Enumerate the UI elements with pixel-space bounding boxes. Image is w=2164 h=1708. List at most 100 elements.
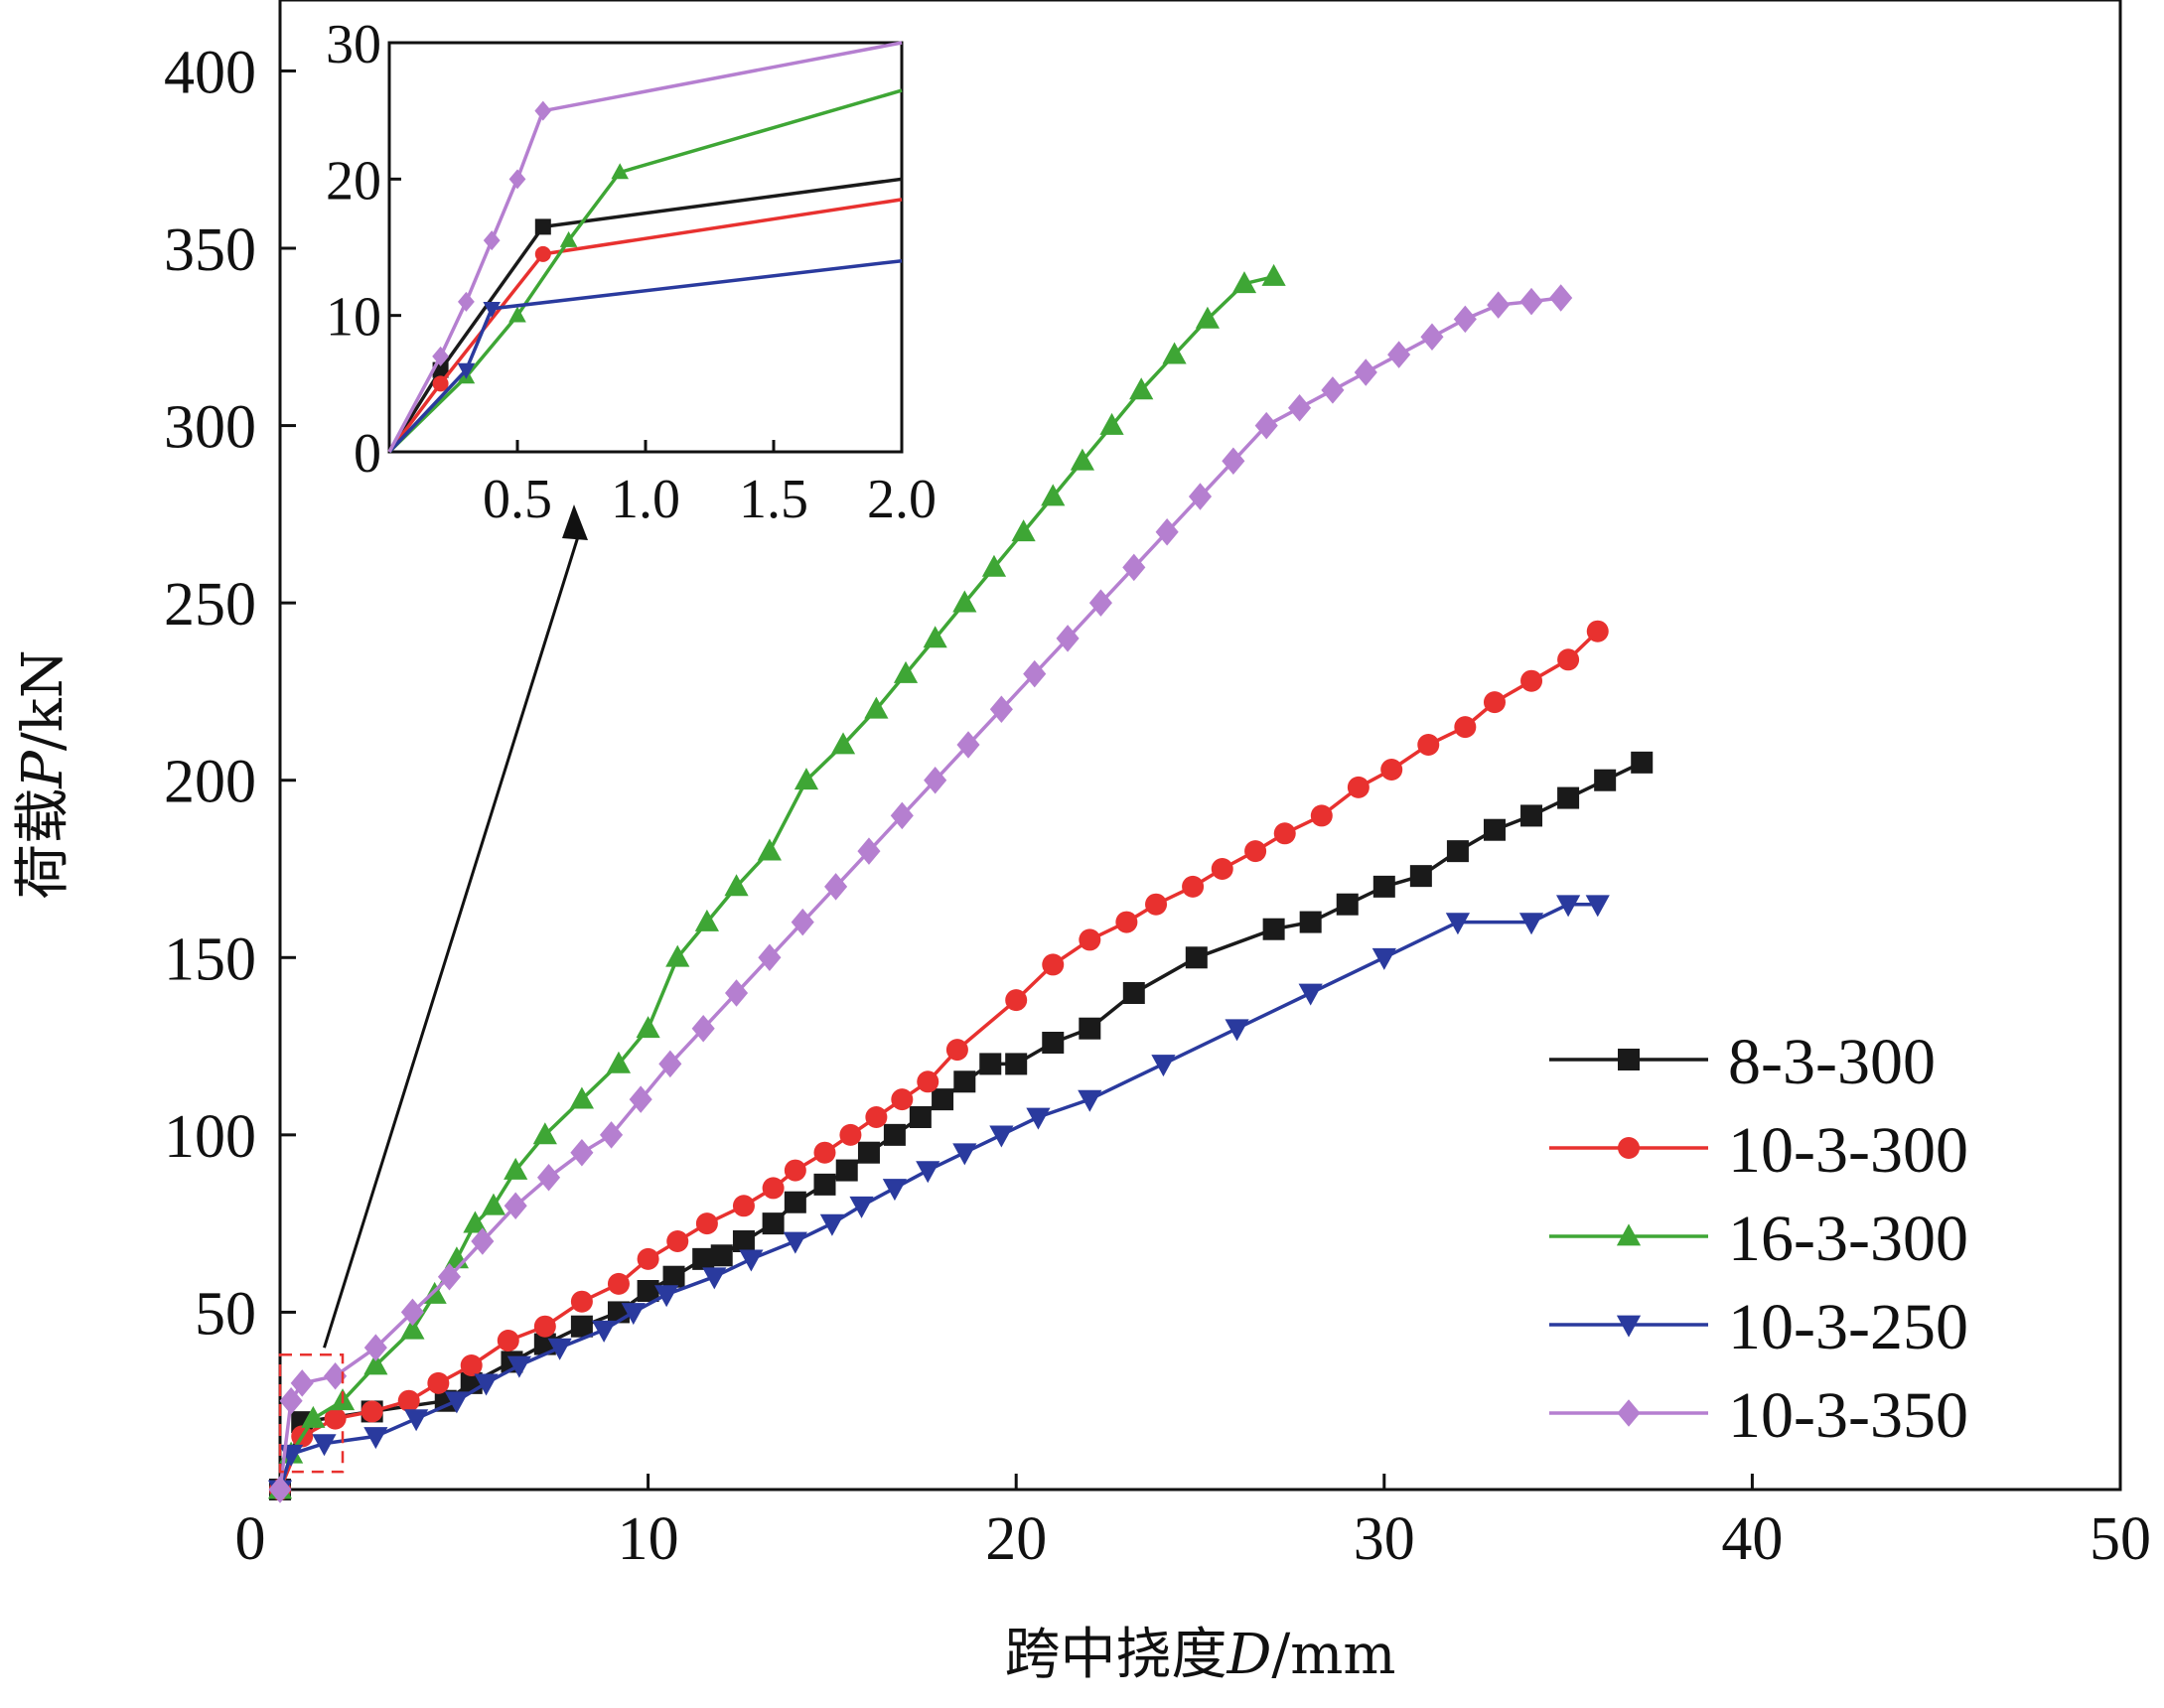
data-point-10-3-350 <box>1288 393 1312 422</box>
data-point-8-3-300 <box>1262 918 1285 940</box>
inset-x-tick-label: 1.5 <box>739 469 808 530</box>
data-point-8-3-300 <box>570 1315 593 1338</box>
inset-data-point-10-3-300 <box>432 375 449 392</box>
data-point-10-3-250 <box>621 1303 646 1326</box>
data-point-10-3-300 <box>1182 875 1205 898</box>
data-point-10-3-350 <box>956 731 980 759</box>
zoom-region-box <box>278 1353 345 1474</box>
x-tick-label: 30 <box>1354 1505 1415 1573</box>
series-10-3-300 <box>269 620 1609 1500</box>
inset-data-point-8-3-300 <box>534 218 551 235</box>
data-point-8-3-300 <box>1483 818 1506 841</box>
data-point-10-3-350 <box>1222 447 1245 476</box>
data-point-8-3-300 <box>835 1159 858 1182</box>
data-point-10-3-250 <box>312 1434 337 1457</box>
data-point-10-3-300 <box>1005 989 1028 1012</box>
inset-data-point-10-3-350 <box>508 169 526 190</box>
main-plot: 0 10 20 30 40 5050100150200250300350400跨中挠度D/… <box>11 0 2151 1687</box>
data-point-16-3-300 <box>757 838 782 861</box>
data-point-10-3-250 <box>506 1355 531 1378</box>
data-point-10-3-300 <box>1079 928 1101 951</box>
legend: 8-3-300 10-3-300 16-3-300 10-3-250 10-3-350 <box>1549 1026 1968 1452</box>
data-point-16-3-300 <box>923 626 947 648</box>
data-point-16-3-300 <box>830 732 856 755</box>
data-point-8-3-300 <box>1446 840 1469 863</box>
data-point-10-3-300 <box>1115 911 1138 933</box>
data-point-8-3-300 <box>762 1212 785 1235</box>
data-point-10-3-350 <box>1056 625 1080 652</box>
data-point-10-3-350 <box>1549 284 1573 312</box>
data-point-10-3-350 <box>536 1163 561 1192</box>
y-tick-label: 150 <box>164 925 256 993</box>
data-point-10-3-350 <box>437 1262 462 1291</box>
data-point-10-3-350 <box>268 1476 292 1503</box>
data-point-8-3-300 <box>883 1123 906 1146</box>
y-tick-label: 350 <box>164 216 256 284</box>
data-point-10-3-350 <box>1122 553 1146 582</box>
legend-label: 10-3-350 <box>1728 1379 1968 1452</box>
data-point-16-3-300 <box>1041 484 1066 506</box>
data-point-10-3-350 <box>724 979 749 1007</box>
data-point-10-3-300 <box>324 1407 347 1430</box>
data-point-10-3-350 <box>1420 323 1444 352</box>
data-point-16-3-300 <box>665 944 690 967</box>
data-point-8-3-300 <box>1042 1032 1065 1054</box>
data-point-10-3-350 <box>279 1386 303 1415</box>
arrow-shaft <box>323 529 582 1349</box>
data-point-10-3-250 <box>592 1320 617 1343</box>
data-point-10-3-300 <box>891 1088 914 1111</box>
y-axis-title: 荷载P/kN <box>11 649 75 900</box>
data-point-16-3-300 <box>1011 519 1036 542</box>
inset-plot: 0.5 1.0 1.5 2.0 0 10 20 30 <box>326 14 937 530</box>
data-point-8-3-300 <box>1557 786 1580 809</box>
data-point-10-3-300 <box>397 1389 420 1412</box>
data-point-10-3-350 <box>791 908 814 936</box>
legend-marker <box>1617 1399 1641 1427</box>
data-point-10-3-300 <box>637 1247 659 1270</box>
data-point-10-3-300 <box>533 1315 556 1338</box>
data-point-10-3-350 <box>989 695 1013 724</box>
data-point-10-3-350 <box>363 1334 387 1361</box>
data-point-16-3-300 <box>1162 342 1187 364</box>
data-point-10-3-350 <box>824 873 848 901</box>
inset-x-tick-label: 0.5 <box>483 469 552 530</box>
data-point-10-3-300 <box>427 1371 450 1394</box>
data-point-10-3-350 <box>857 837 881 865</box>
inset-y-tick-label: 10 <box>326 287 381 349</box>
data-point-8-3-300 <box>1122 982 1145 1004</box>
legend-entry-10-3-250: 10-3-250 <box>1549 1291 1968 1363</box>
data-point-10-3-300 <box>1454 716 1477 739</box>
inset-series-line-10-3-250 <box>387 258 903 454</box>
data-point-10-3-300 <box>1145 893 1168 916</box>
data-point-10-3-250 <box>1151 1055 1176 1077</box>
data-point-10-3-300 <box>865 1106 888 1128</box>
data-point-10-3-250 <box>916 1161 940 1184</box>
data-point-16-3-300 <box>1195 306 1221 329</box>
data-point-8-3-300 <box>932 1088 954 1111</box>
legend-label: 10-3-250 <box>1728 1291 1968 1363</box>
data-point-10-3-250 <box>702 1267 727 1290</box>
data-point-10-3-300 <box>1244 840 1267 863</box>
data-point-10-3-300 <box>460 1354 483 1376</box>
data-point-10-3-300 <box>945 1039 968 1062</box>
legend-entry-8-3-300: 8-3-300 <box>1549 1026 1936 1098</box>
data-point-16-3-300 <box>301 1405 326 1428</box>
data-point-16-3-300 <box>569 1086 594 1109</box>
data-point-16-3-300 <box>400 1317 425 1340</box>
arrow-head <box>562 504 588 540</box>
data-point-10-3-350 <box>1453 305 1477 334</box>
data-point-10-3-350 <box>924 766 947 794</box>
data-point-10-3-350 <box>629 1085 652 1113</box>
x-tick-label: 0 <box>235 1505 266 1573</box>
inset-series-10-3-350 <box>387 41 903 453</box>
data-point-10-3-350 <box>691 1014 715 1043</box>
data-point-10-3-350 <box>1487 291 1511 319</box>
x-tick-label: 20 <box>985 1505 1047 1573</box>
series-line-16-3-300 <box>278 274 1275 1491</box>
data-point-16-3-300 <box>893 660 919 683</box>
data-point-10-3-300 <box>666 1230 689 1252</box>
data-point-10-3-350 <box>400 1298 424 1327</box>
data-point-16-3-300 <box>793 768 819 790</box>
data-point-16-3-300 <box>952 590 977 613</box>
